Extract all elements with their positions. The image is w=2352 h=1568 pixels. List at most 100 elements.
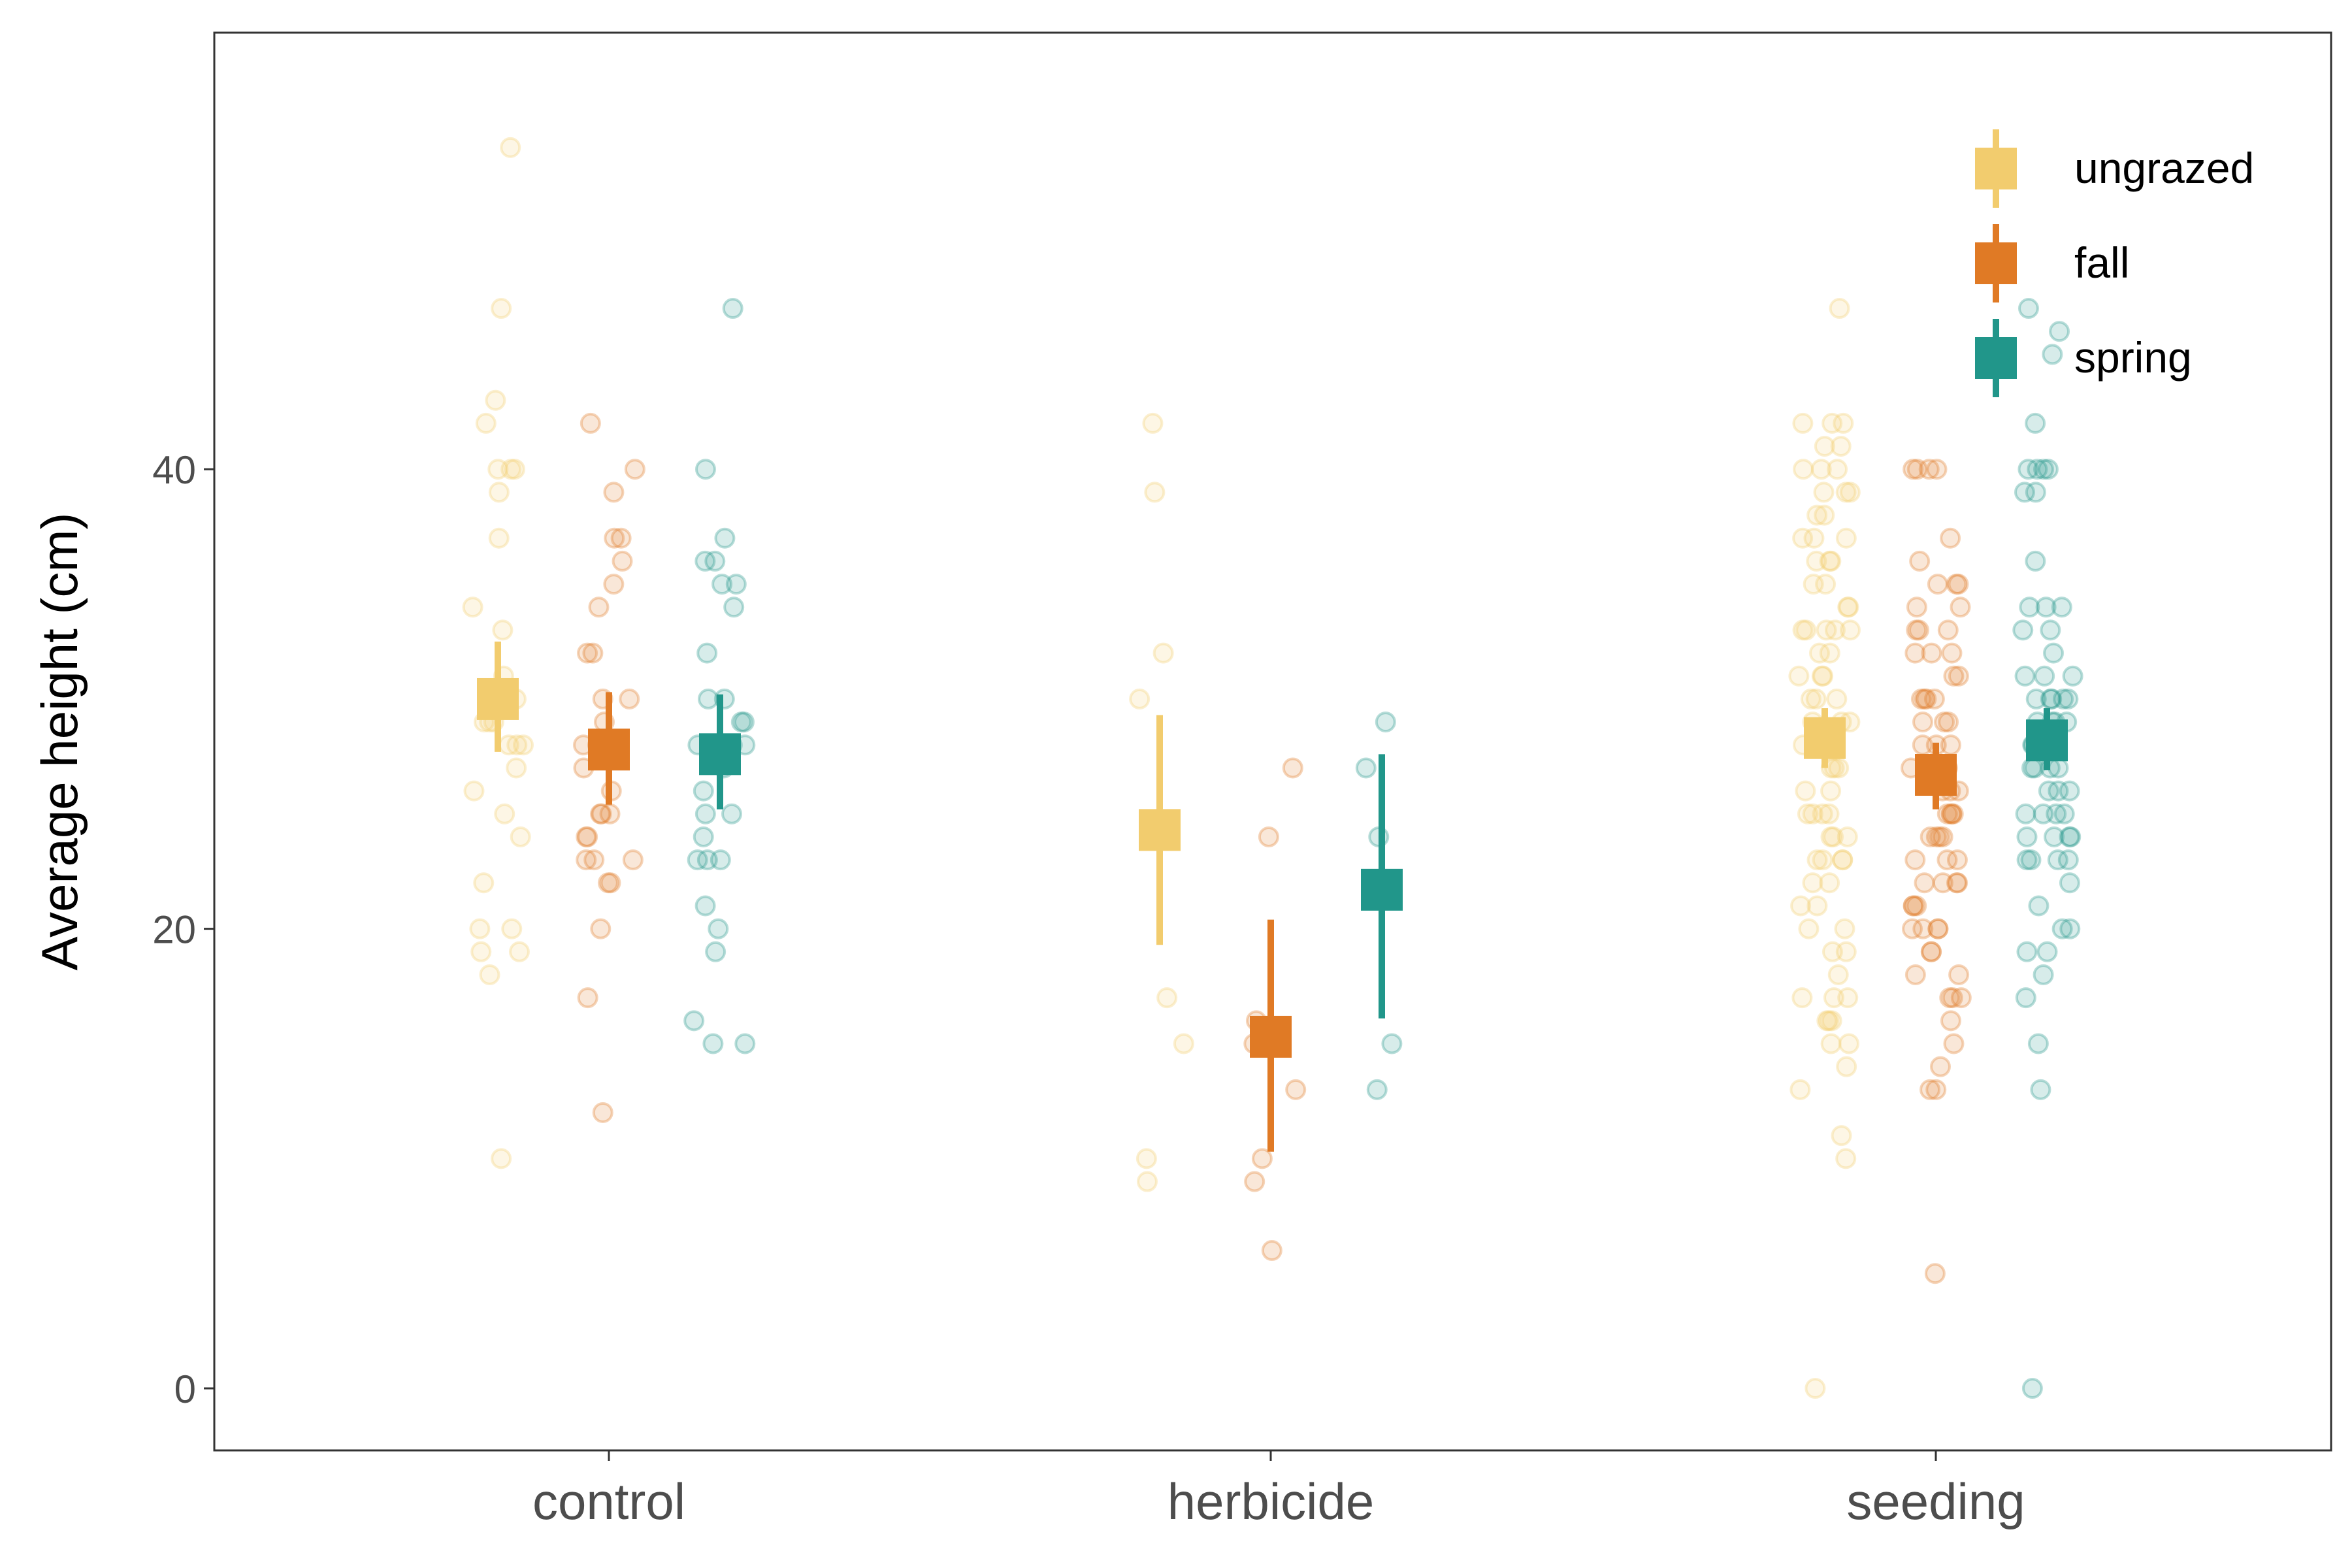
data-point-ungrazed — [508, 941, 530, 962]
data-point-ungrazed — [1806, 849, 1828, 871]
data-point-spring — [2040, 688, 2061, 710]
y-axis-title: Average height (cm) — [31, 513, 88, 971]
data-point-spring — [723, 596, 745, 618]
data-point-fall — [1940, 527, 1961, 549]
mean-marker-fall — [588, 728, 630, 771]
data-point-spring — [2059, 918, 2081, 939]
data-point-fall — [582, 642, 604, 664]
data-point-ungrazed — [1803, 527, 1825, 549]
data-point-spring — [683, 1010, 705, 1032]
data-point-spring — [2016, 849, 2038, 871]
data-point-fall — [1941, 803, 1963, 825]
data-point-fall — [1906, 596, 1927, 618]
data-point-ungrazed — [1156, 987, 1178, 1009]
data-point-spring — [2043, 642, 2065, 664]
mean-marker-ungrazed — [1139, 809, 1181, 851]
legend-label-fall: fall — [2074, 238, 2129, 287]
data-point-spring — [2020, 849, 2042, 871]
data-point-fall — [1932, 872, 1953, 894]
data-point-fall — [1940, 1010, 1961, 1032]
data-point-fall — [580, 412, 601, 434]
data-point-spring — [693, 826, 714, 847]
data-point-fall — [1903, 895, 1924, 917]
data-point-ungrazed — [1142, 412, 1164, 434]
mean-markers — [477, 642, 2068, 1152]
data-point-fall — [1251, 1148, 1273, 1169]
data-point-ungrazed — [1812, 849, 1833, 871]
data-point-ungrazed — [1827, 459, 1848, 480]
data-point-fall — [1923, 688, 1945, 710]
data-point-ungrazed — [1793, 459, 1814, 480]
data-point-spring — [2014, 482, 2035, 503]
data-point-spring — [2021, 1378, 2043, 1399]
data-point-ungrazed — [1173, 1033, 1194, 1054]
data-point-spring — [687, 849, 708, 871]
data-point-ungrazed — [1835, 527, 1857, 549]
data-point-spring — [2057, 849, 2079, 871]
x-tick-label-control: control — [532, 1473, 685, 1530]
data-point-ungrazed — [1808, 642, 1830, 664]
data-point-fall — [1932, 826, 1953, 847]
data-point-spring — [705, 941, 727, 962]
data-point-spring — [2014, 665, 2036, 687]
data-point-spring — [2033, 459, 2055, 480]
data-point-fall — [1925, 826, 1947, 847]
data-point-ungrazed — [1144, 482, 1166, 503]
data-point-spring — [2027, 1033, 2049, 1054]
data-point-fall — [1939, 987, 1961, 1009]
data-point-ungrazed — [1820, 550, 1842, 572]
data-point-ungrazed — [1789, 1079, 1811, 1100]
data-point-spring — [2059, 780, 2080, 802]
data-point-spring — [725, 574, 747, 595]
data-point-spring — [2035, 596, 2057, 618]
x-tick-label-herbicide: herbicide — [1168, 1473, 1375, 1530]
data-point-fall — [1912, 711, 1934, 733]
data-point-spring — [2025, 482, 2046, 503]
data-point-ungrazed — [512, 734, 534, 756]
data-point-spring — [2017, 298, 2039, 319]
data-point-fall — [1950, 596, 1971, 618]
data-point-fall — [583, 849, 605, 871]
data-point-fall — [590, 803, 612, 825]
data-point-ungrazed — [488, 482, 510, 503]
data-point-fall — [1946, 849, 1968, 871]
data-point-ungrazed — [491, 1148, 512, 1169]
data-point-fall — [624, 459, 645, 480]
data-point-fall — [1912, 918, 1934, 939]
data-point-fall — [588, 596, 610, 618]
data-point-ungrazed — [473, 872, 495, 894]
mean-marker-spring — [1361, 868, 1403, 911]
data-point-ungrazed — [1806, 550, 1827, 572]
data-point-fall — [1925, 1079, 1947, 1100]
data-point-ungrazed — [1819, 550, 1840, 572]
data-point-ungrazed — [1833, 412, 1854, 434]
data-point-ungrazed — [1821, 1010, 1842, 1032]
data-point-spring — [702, 1033, 724, 1054]
data-point-ungrazed — [1788, 665, 1810, 687]
mean-marker-fall — [1915, 753, 1957, 796]
data-point-fall — [1914, 872, 1935, 894]
data-point-fall — [1908, 619, 1929, 641]
data-point-spring — [730, 711, 752, 733]
data-point-spring — [2027, 459, 2048, 480]
data-point-spring — [2060, 826, 2082, 847]
data-point-fall — [1285, 1079, 1307, 1100]
data-point-spring — [2059, 872, 2080, 894]
mean-marker-ungrazed — [1804, 717, 1846, 759]
data-point-fall — [1906, 619, 1927, 641]
data-point-ungrazed — [1795, 619, 1817, 641]
data-point-fall — [1920, 941, 1942, 962]
data-point-ungrazed — [1832, 849, 1854, 871]
data-point-spring — [2025, 412, 2046, 434]
data-point-fall — [1904, 849, 1926, 871]
x-axis: control herbicide seeding — [532, 1450, 2025, 1530]
data-point-ungrazed — [462, 596, 483, 618]
data-point-fall — [1936, 803, 1958, 825]
data-point-ungrazed — [1821, 941, 1843, 962]
data-point-fall — [576, 849, 597, 871]
data-point-ungrazed — [1838, 596, 1859, 618]
data-point-fall — [1938, 711, 1959, 733]
data-point-ungrazed — [1797, 803, 1818, 825]
data-point-fall — [1948, 574, 1969, 595]
data-point-ungrazed — [1805, 688, 1827, 710]
